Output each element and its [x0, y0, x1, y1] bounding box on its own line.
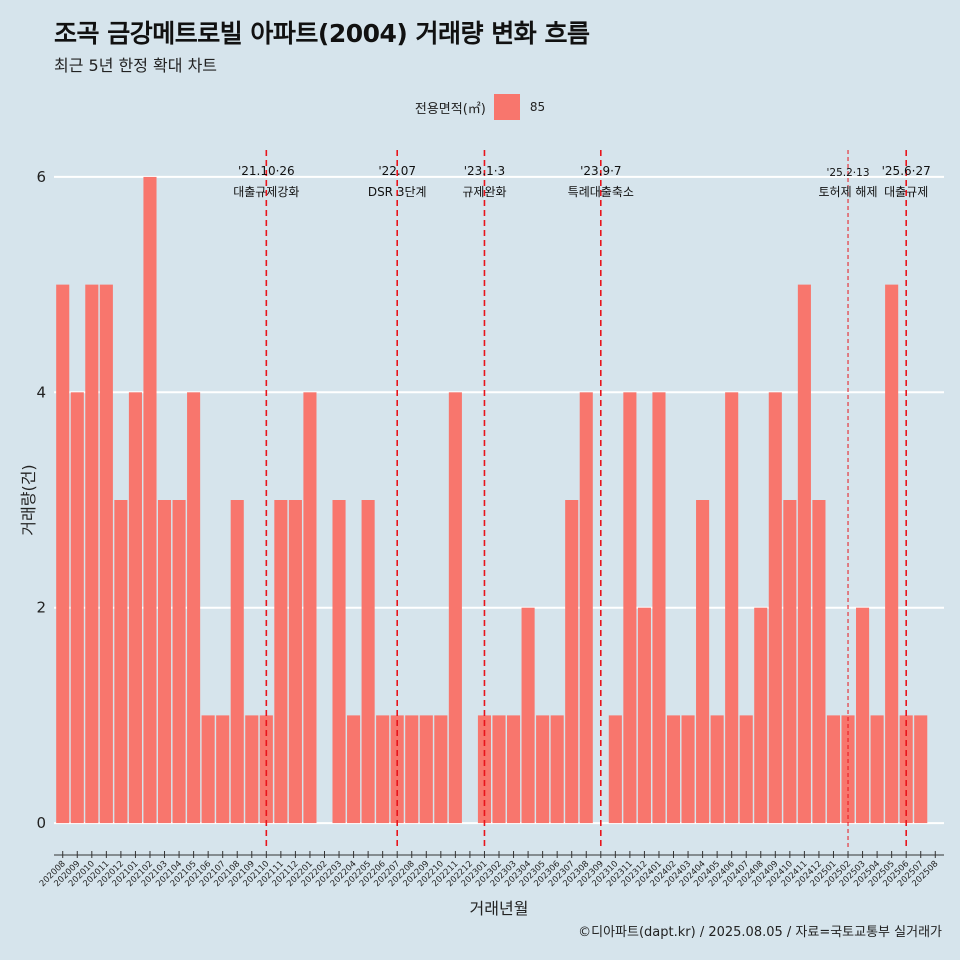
- bar: [899, 715, 913, 824]
- bar: [652, 392, 666, 824]
- bar: [376, 715, 390, 824]
- bar: [361, 500, 375, 824]
- bar: [143, 176, 157, 824]
- bar: [492, 715, 506, 824]
- bar: [172, 500, 186, 824]
- y-tick-label: 2: [36, 599, 46, 617]
- bar: [579, 392, 593, 824]
- bar: [347, 715, 361, 824]
- bar: [288, 500, 302, 824]
- bar: [914, 715, 928, 824]
- event-label: DSR 3단계: [368, 185, 427, 199]
- bar: [216, 715, 230, 824]
- bar: [754, 607, 768, 824]
- legend: 전용면적(㎡) 85: [0, 94, 960, 120]
- legend-swatch: [493, 94, 520, 120]
- bar: [856, 607, 870, 824]
- bar: [696, 500, 710, 824]
- y-tick-label: 0: [36, 814, 46, 832]
- bar: [419, 715, 433, 824]
- bar: [637, 607, 651, 824]
- bar: [725, 392, 739, 824]
- bar: [812, 500, 826, 824]
- bar: [259, 715, 273, 824]
- bar: [739, 715, 753, 824]
- bar: [274, 500, 288, 824]
- bar: [623, 392, 637, 824]
- bar: [70, 392, 84, 824]
- bar: [434, 715, 448, 824]
- event-label: 특례대출축소: [568, 185, 634, 199]
- bar: [608, 715, 622, 824]
- bar: [521, 607, 535, 824]
- bar: [99, 284, 113, 824]
- bar: [870, 715, 884, 824]
- bar: [245, 715, 259, 824]
- bar: [201, 715, 215, 824]
- bar: [666, 715, 681, 824]
- bar: [56, 284, 70, 824]
- bar: [405, 715, 419, 824]
- chart-subtitle: 최근 5년 한정 확대 차트: [54, 56, 218, 75]
- chart-title: 조곡 금강메트로빌 아파트(2004) 거래량 변화 흐름: [54, 19, 590, 48]
- bar: [390, 715, 404, 824]
- bar: [565, 500, 579, 824]
- y-tick-label: 4: [36, 383, 46, 401]
- bar: [230, 500, 244, 824]
- event-date-label: '25.6·27: [882, 164, 931, 178]
- bar: [332, 500, 346, 824]
- bar: [681, 715, 695, 824]
- bar: [303, 392, 317, 824]
- bar: [826, 715, 841, 824]
- legend-item-label: 85: [529, 100, 546, 114]
- bar: [797, 284, 811, 824]
- event-date-label: '22.07: [378, 164, 416, 178]
- bar: [885, 284, 899, 824]
- bar: [114, 500, 128, 824]
- bar: [536, 715, 550, 824]
- event-label: 대출규제강화: [233, 185, 299, 199]
- event-label: 토허제 해제: [819, 185, 878, 199]
- event-date-label: '21.10·26: [238, 164, 295, 178]
- event-date-label: '23.9·7: [580, 164, 621, 178]
- bar: [157, 500, 172, 824]
- bar: [128, 392, 142, 824]
- legend-title: 전용면적(㎡): [414, 101, 486, 117]
- x-axis-title: 거래년월: [470, 899, 529, 918]
- bar: [768, 392, 782, 824]
- bar: [448, 392, 462, 824]
- bar: [506, 715, 521, 824]
- event-date-label: '23.1·3: [464, 164, 505, 178]
- source-caption: ©디아파트(dapt.kr) / 2025.08.05 / 자료=국토교통부 실…: [578, 925, 942, 940]
- bar: [477, 715, 492, 824]
- event-label: 규제완화: [462, 185, 506, 199]
- event-label: 대출규제: [884, 185, 928, 199]
- bar: [187, 392, 201, 824]
- event-date-label: '25.2·13: [827, 167, 870, 179]
- bar: [783, 500, 797, 824]
- y-tick-label: 6: [36, 168, 46, 186]
- y-axis-title: 거래량(건): [19, 464, 38, 535]
- bar: [85, 284, 99, 824]
- bar: [550, 715, 564, 824]
- bar: [710, 715, 724, 824]
